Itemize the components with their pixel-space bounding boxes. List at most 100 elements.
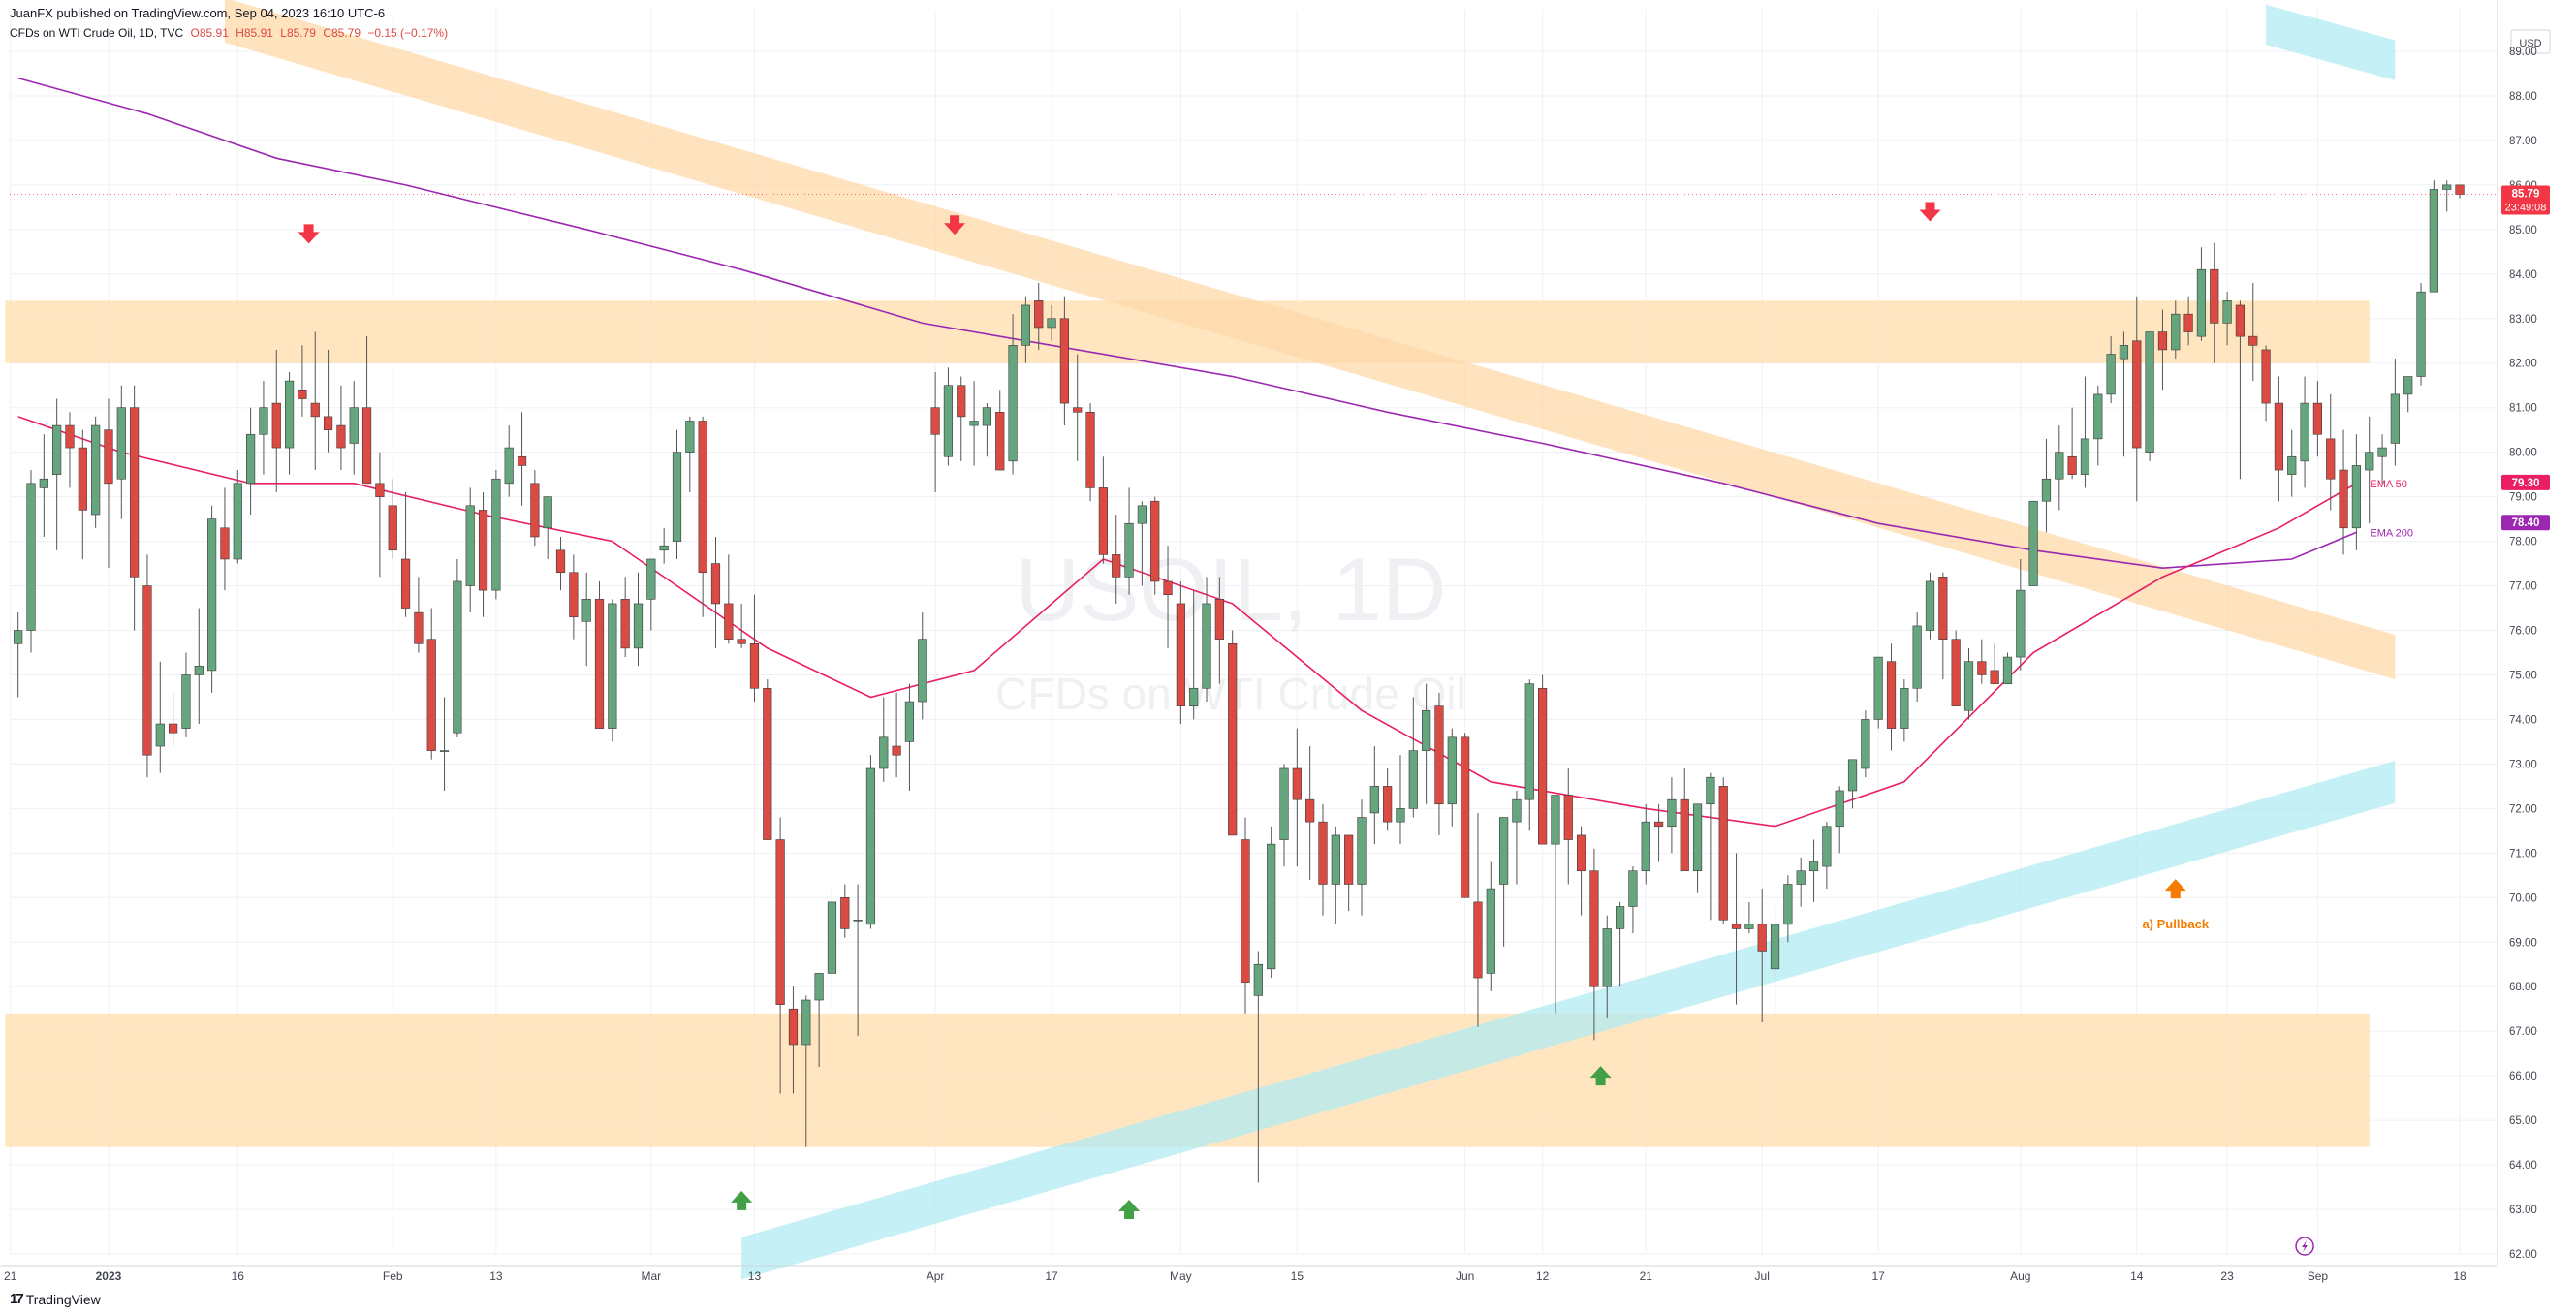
arrow-down-icon	[944, 215, 966, 235]
candle	[1796, 857, 1806, 907]
candle	[414, 577, 424, 653]
candle-body	[1718, 786, 1728, 921]
candle	[995, 390, 1005, 471]
candle-body	[1692, 803, 1703, 872]
candle-body	[1021, 304, 1031, 346]
candle	[1615, 901, 1625, 987]
candle-body	[52, 424, 62, 475]
candles	[14, 180, 2465, 1183]
candle	[246, 407, 256, 516]
candle-body	[1369, 786, 1379, 814]
candle	[1757, 889, 1767, 1022]
candle	[633, 572, 644, 667]
footer: 17 TradingView	[10, 1291, 101, 1307]
x-tick-label: 16	[232, 1269, 245, 1283]
candle	[1873, 656, 1883, 729]
candle	[323, 349, 333, 453]
candle	[2041, 438, 2052, 533]
candle	[2403, 376, 2413, 413]
candle	[1744, 901, 1754, 934]
symbol-name[interactable]: CFDs on WTI Crude Oil, 1D, TVC	[10, 26, 184, 40]
candle-body	[892, 745, 901, 756]
candle-body	[414, 611, 424, 644]
y-tick-label: 65.00	[2509, 1115, 2537, 1127]
candle	[310, 331, 320, 471]
candle-body	[2055, 452, 2064, 480]
candle	[982, 403, 992, 457]
brand-name[interactable]: TradingView	[25, 1291, 101, 1307]
ema-200-label: EMA 200	[2370, 527, 2413, 539]
candle-body	[775, 839, 785, 1005]
x-tick-label: 12	[1536, 1269, 1550, 1283]
candle	[2183, 296, 2193, 346]
y-tick-label: 75.00	[2509, 670, 2537, 681]
candle-body	[91, 424, 101, 516]
candle-body	[1241, 839, 1250, 983]
ohlc-close: C85.79	[323, 26, 361, 40]
candle-body	[375, 483, 385, 497]
candle-body	[336, 424, 346, 449]
candle-body	[246, 433, 256, 485]
y-tick-label: 71.00	[2509, 848, 2537, 860]
candle-body	[918, 639, 927, 703]
candle	[957, 376, 966, 461]
x-tick-label: Apr	[927, 1269, 945, 1283]
candle	[1357, 799, 1367, 916]
candle-body	[1059, 318, 1069, 404]
top-blue-channel	[2266, 4, 2396, 80]
candle	[2106, 336, 2116, 404]
candle	[1680, 767, 1689, 872]
y-tick-label: 89.00	[2509, 47, 2537, 58]
y-tick-label: 79.00	[2509, 492, 2537, 504]
candle	[1692, 803, 1703, 893]
candle-body	[1808, 861, 1819, 872]
candle	[1822, 822, 1832, 890]
candle	[1228, 630, 1238, 836]
candle	[1963, 647, 1974, 720]
candle-body	[2339, 469, 2348, 529]
candle-body	[1124, 522, 1134, 578]
candle-body	[698, 421, 707, 574]
candle-body	[724, 603, 734, 641]
candle-body	[1847, 759, 1858, 792]
candle-body	[1538, 687, 1548, 845]
candle-body	[646, 558, 656, 600]
candle-body	[1783, 884, 1793, 925]
axes: USD 62.00 63.00 64.00 65.00 66.00 67.00 68.00 69…	[0, 0, 2551, 1283]
x-tick-label: 13	[748, 1269, 762, 1283]
candle-body	[2028, 500, 2038, 586]
currency-box	[2510, 29, 2551, 54]
candle-body	[1680, 798, 1689, 872]
candle-body	[1873, 656, 1883, 720]
candle	[1847, 759, 1858, 809]
candle-body	[904, 701, 915, 742]
candle	[1667, 777, 1677, 854]
candle-body	[2455, 184, 2465, 195]
candle-body	[1008, 345, 1018, 462]
candle	[130, 385, 140, 631]
candle-body	[169, 723, 178, 734]
candle	[1551, 795, 1560, 1014]
candle-body	[1202, 603, 1211, 689]
candle	[1538, 674, 1548, 845]
candle-body	[2326, 438, 2336, 480]
candle	[1835, 786, 1844, 854]
candle	[1589, 848, 1599, 1041]
candle	[1434, 692, 1444, 835]
candle-body	[1912, 625, 1922, 689]
candle-body	[840, 896, 850, 929]
arrow-up-icon	[1589, 1066, 1612, 1086]
y-tick-label: 83.00	[2509, 314, 2537, 326]
candle-body	[1292, 767, 1302, 800]
candle	[2416, 282, 2426, 386]
candle	[2119, 331, 2129, 457]
candle	[2351, 434, 2361, 550]
candle	[517, 412, 527, 506]
rising-blue-channel	[741, 760, 2396, 1280]
candle-body	[1331, 834, 1340, 885]
candle-body	[2157, 331, 2168, 351]
candle-body	[2429, 189, 2438, 293]
candle-body	[594, 599, 605, 729]
candle	[865, 755, 876, 929]
